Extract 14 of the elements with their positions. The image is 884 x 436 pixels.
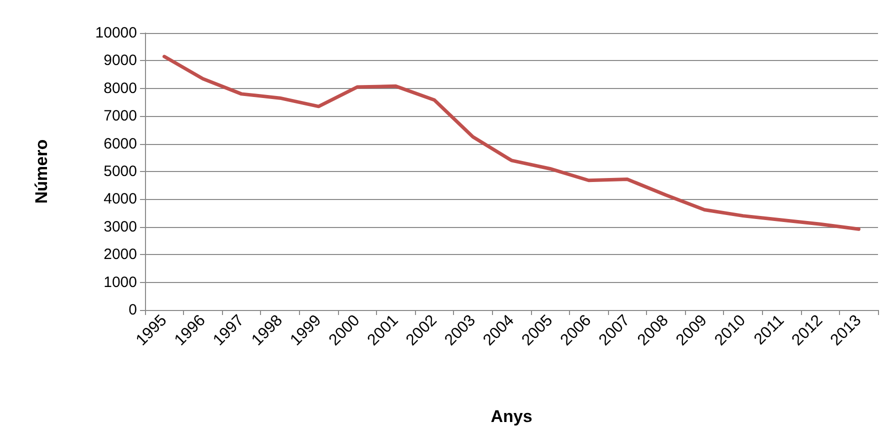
y-tick-label: 9000 [104, 52, 137, 70]
x-axis-title: Anys [490, 407, 532, 426]
line-series [162, 54, 860, 231]
y-axis-title: Número [32, 139, 51, 204]
y-tick-label: 5000 [104, 163, 137, 180]
y-tick-label: 4000 [104, 190, 137, 208]
y-tick-label: 2000 [104, 246, 137, 264]
y-tick-label: 8000 [104, 80, 137, 97]
y-tick-label: 3000 [104, 218, 137, 236]
y-tick-label: 6000 [104, 135, 137, 152]
y-tick-label: 7000 [104, 108, 137, 125]
y-tick-label: 1000 [104, 274, 137, 291]
y-tick-label: 0 [128, 302, 137, 318]
y-tick-label: 10000 [95, 24, 137, 42]
